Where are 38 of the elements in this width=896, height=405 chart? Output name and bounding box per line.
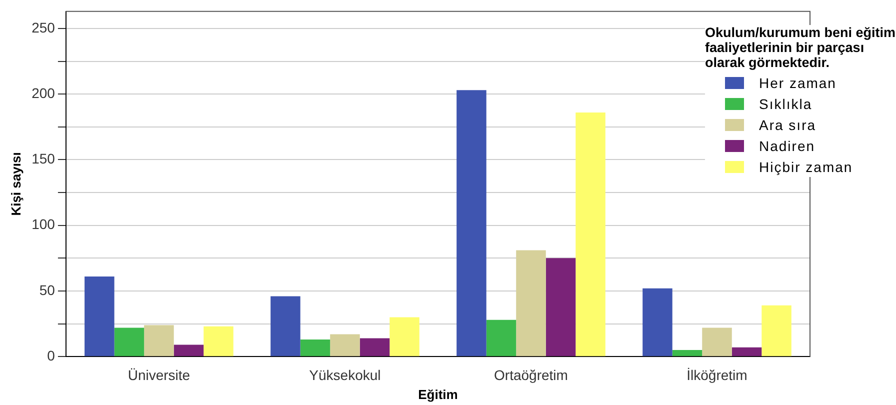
bar (144, 325, 174, 356)
legend-label: Sıklıkla (759, 96, 812, 112)
bar (390, 317, 420, 356)
y-tick-label: 50 (39, 282, 56, 298)
bar (360, 338, 390, 356)
bar (642, 288, 672, 356)
y-tick-label: 150 (32, 150, 56, 167)
y-axis-title: Kişi sayısı (8, 152, 24, 216)
x-tick-label: Yüksekokul (309, 366, 381, 383)
bar (672, 350, 702, 356)
bar (330, 334, 360, 356)
x-tick-label: İlköğretim (686, 366, 748, 383)
legend-label: Ara sıra (759, 116, 816, 132)
bar (762, 305, 792, 356)
bar (576, 112, 606, 356)
bar (732, 347, 762, 356)
x-tick-label: Üniversite (128, 366, 190, 383)
bar (204, 326, 234, 356)
y-tick-label: 0 (47, 347, 56, 364)
legend-label: Nadiren (759, 138, 816, 154)
bar (174, 344, 204, 356)
bar (114, 328, 144, 356)
bar (84, 276, 114, 356)
y-tick-label: 200 (32, 84, 56, 101)
legend-label: Hiçbir zaman (759, 158, 853, 174)
bar (486, 320, 516, 356)
bar (546, 258, 576, 356)
bar (702, 328, 732, 356)
y-tick-label: 250 (32, 19, 56, 36)
x-axis-title: Eğitim (418, 386, 458, 402)
bar (456, 90, 486, 356)
legend-title: Okulum/kurumum beni eğitim faaliyetlerinin bir parçası olarak görmektedir. (705, 25, 896, 70)
bar (270, 296, 300, 356)
legend-label: Her zaman (759, 74, 836, 90)
y-tick-label: 100 (32, 216, 56, 232)
bar (300, 340, 330, 356)
x-tick-label: Ortaöğretim (494, 366, 568, 383)
bar (516, 250, 546, 356)
